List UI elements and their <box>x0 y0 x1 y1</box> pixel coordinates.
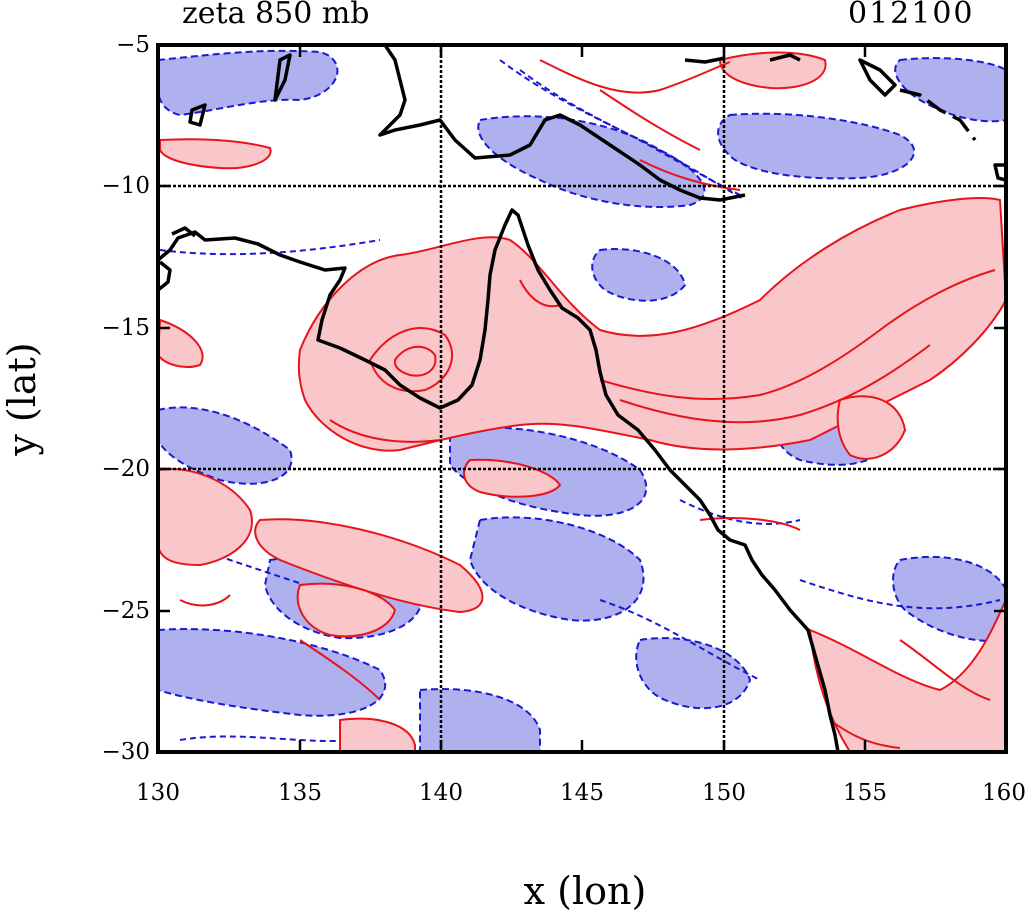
y-tick-label: −30 <box>101 739 150 765</box>
y-tick-label: −25 <box>101 598 150 624</box>
y-tick-label: −5 <box>116 32 150 58</box>
map-title: zeta 850 mb <box>182 0 370 31</box>
x-tick-label: 155 <box>843 780 887 806</box>
map-timestamp: 012100 <box>848 0 975 31</box>
positive-vorticity-contours <box>179 59 996 749</box>
plot-frame <box>156 43 1008 754</box>
y-tick-label: −15 <box>101 315 150 341</box>
x-tick-label: 130 <box>136 780 180 806</box>
x-tick-label: 145 <box>560 780 604 806</box>
y-tick-label: −20 <box>101 456 150 482</box>
y-tick-label: −10 <box>101 173 150 199</box>
gridlines <box>158 45 1006 752</box>
x-tick-label: 140 <box>419 780 463 806</box>
positive-vorticity-fill <box>158 51 1006 752</box>
x-tick-label: 150 <box>702 780 746 806</box>
x-axis-title: x (lon) <box>523 869 647 913</box>
x-tick-label: 135 <box>278 780 322 806</box>
x-tick-label: 160 <box>982 780 1026 806</box>
y-axis-title: y (lat) <box>0 342 44 456</box>
